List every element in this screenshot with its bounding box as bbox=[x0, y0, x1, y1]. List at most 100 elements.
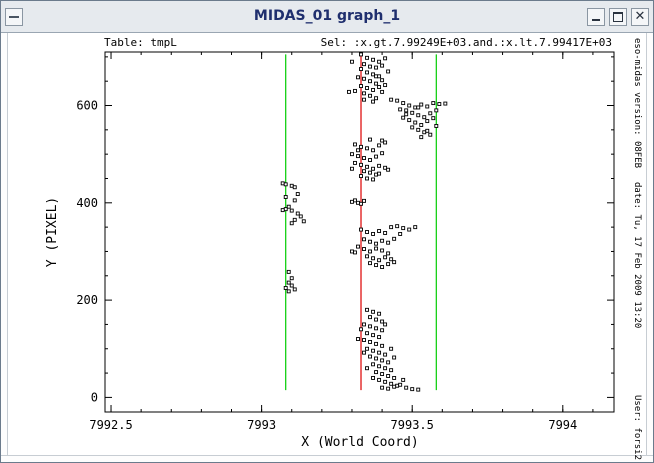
data-point bbox=[374, 341, 379, 346]
data-point bbox=[395, 224, 400, 229]
data-point bbox=[374, 317, 379, 322]
data-point bbox=[383, 231, 388, 235]
close-button[interactable]: ✕ bbox=[631, 8, 649, 26]
data-point bbox=[356, 75, 360, 80]
data-point bbox=[380, 328, 385, 333]
data-point bbox=[292, 198, 297, 203]
data-point bbox=[380, 63, 385, 68]
data-point bbox=[377, 171, 382, 176]
minimize-icon bbox=[592, 19, 600, 21]
data-point bbox=[365, 366, 369, 371]
data-point bbox=[374, 154, 379, 159]
data-point bbox=[377, 143, 382, 148]
data-point bbox=[295, 211, 300, 216]
y-axis: 0 200 400 600 bbox=[76, 56, 614, 404]
x-axis-label: X (World Coord) bbox=[301, 435, 418, 450]
data-point bbox=[365, 346, 369, 351]
data-point bbox=[422, 115, 427, 120]
data-point bbox=[383, 165, 388, 170]
data-point bbox=[353, 142, 357, 147]
data-point bbox=[395, 383, 400, 388]
data-point bbox=[359, 52, 363, 57]
minimize-button[interactable] bbox=[587, 8, 605, 26]
data-point bbox=[389, 381, 394, 386]
plot-frame bbox=[104, 51, 615, 413]
data-point bbox=[380, 248, 385, 253]
data-point bbox=[283, 207, 288, 212]
data-point bbox=[389, 97, 394, 102]
maximize-icon bbox=[613, 12, 623, 22]
data-point bbox=[286, 269, 291, 274]
data-point bbox=[368, 93, 372, 98]
data-point bbox=[407, 118, 412, 123]
data-point bbox=[368, 79, 372, 84]
data-point bbox=[356, 148, 360, 153]
data-point bbox=[365, 307, 369, 312]
selection-label: Sel: :x.gt.7.99249E+03.and.:x.lt.7.99417… bbox=[321, 36, 612, 49]
data-point bbox=[380, 78, 385, 83]
data-point bbox=[419, 123, 424, 127]
data-point bbox=[359, 67, 363, 71]
data-point bbox=[374, 81, 379, 86]
data-point bbox=[377, 335, 382, 340]
data-point bbox=[383, 140, 388, 145]
data-point bbox=[383, 56, 388, 61]
data-point bbox=[365, 230, 369, 234]
data-point bbox=[413, 105, 418, 110]
data-point bbox=[350, 59, 354, 64]
data-point bbox=[374, 326, 379, 331]
data-point bbox=[389, 346, 394, 351]
data-point bbox=[371, 177, 376, 182]
data-point bbox=[371, 333, 376, 338]
data-point bbox=[286, 204, 291, 209]
title-bar[interactable]: MIDAS_01 graph_1 ✕ bbox=[1, 1, 653, 33]
data-point bbox=[380, 89, 385, 94]
data-point bbox=[410, 110, 415, 115]
close-icon: ✕ bbox=[634, 9, 646, 24]
data-point bbox=[362, 237, 366, 242]
data-point bbox=[365, 176, 369, 181]
data-point bbox=[289, 283, 294, 288]
data-point bbox=[410, 125, 415, 130]
window-bottom-border[interactable] bbox=[1, 455, 653, 462]
data-point bbox=[359, 227, 363, 232]
y-tick-label: 0 bbox=[91, 390, 98, 404]
data-point bbox=[380, 372, 385, 377]
data-point bbox=[365, 146, 369, 151]
data-point bbox=[380, 358, 385, 363]
menu-bar-icon bbox=[9, 16, 19, 18]
data-point bbox=[374, 172, 379, 177]
data-point bbox=[365, 55, 369, 60]
data-point bbox=[383, 379, 388, 384]
data-point bbox=[386, 374, 391, 378]
window-menu-button[interactable] bbox=[5, 8, 23, 26]
data-point bbox=[289, 221, 294, 226]
data-point bbox=[389, 257, 394, 262]
data-point bbox=[283, 285, 288, 290]
data-point bbox=[362, 247, 366, 251]
data-point bbox=[359, 144, 363, 149]
data-point bbox=[353, 250, 357, 255]
table-label: Table: tmpL bbox=[104, 36, 177, 49]
data-point bbox=[401, 226, 406, 231]
data-point bbox=[353, 198, 357, 203]
window-left-border[interactable] bbox=[1, 33, 8, 455]
data-point bbox=[286, 280, 291, 285]
data-point bbox=[292, 185, 297, 190]
data-point bbox=[362, 91, 366, 96]
data-point bbox=[368, 137, 372, 142]
data-point bbox=[416, 387, 421, 392]
data-point bbox=[404, 112, 409, 117]
data-point bbox=[383, 322, 388, 327]
data-point bbox=[377, 85, 382, 89]
data-point bbox=[371, 309, 376, 314]
data-point bbox=[362, 322, 366, 327]
data-point bbox=[374, 263, 379, 268]
window-right-border[interactable] bbox=[646, 33, 653, 455]
data-point bbox=[362, 62, 366, 67]
maximize-button[interactable] bbox=[609, 8, 627, 26]
data-point bbox=[416, 127, 421, 132]
data-point bbox=[392, 375, 397, 380]
